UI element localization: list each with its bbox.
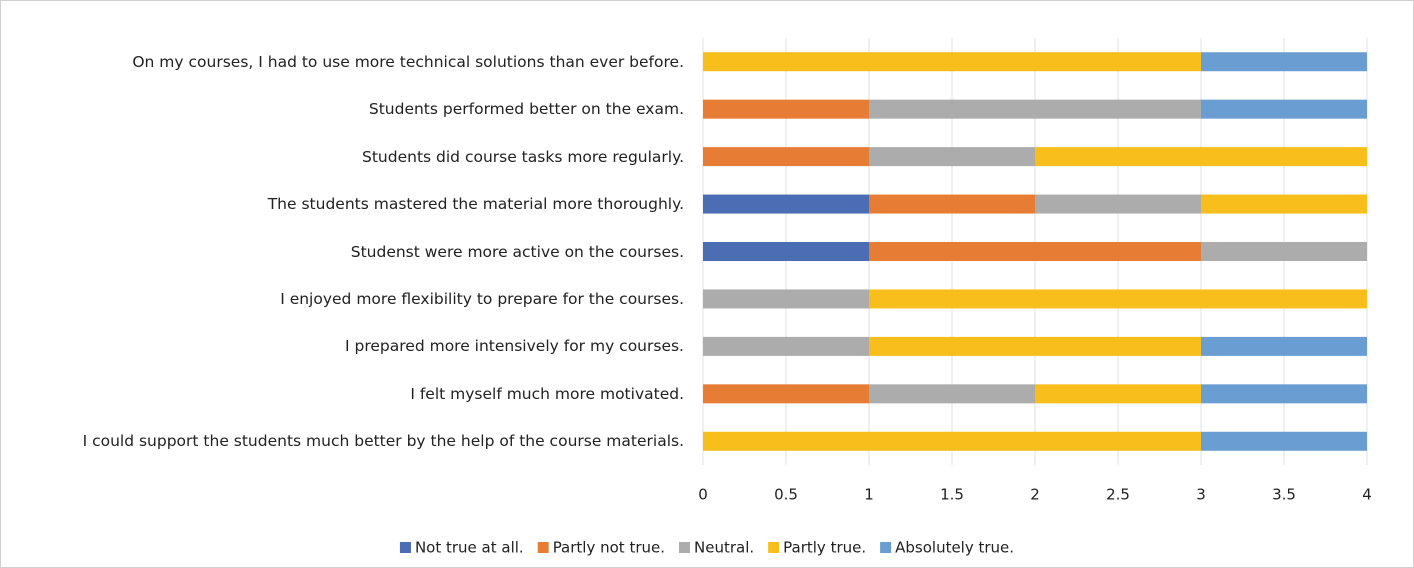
legend-label: Absolutely true. xyxy=(895,539,1014,557)
bar-segment xyxy=(1035,194,1201,214)
y-tick-label: I felt myself much more motivated. xyxy=(410,384,684,403)
legend-swatch xyxy=(537,542,549,553)
bar-segment xyxy=(1201,384,1367,404)
y-tick-label: I prepared more intensively for my cours… xyxy=(345,337,684,356)
x-tick-label: 1 xyxy=(864,486,874,504)
legend-label: Partly true. xyxy=(783,539,866,557)
legend-swatch xyxy=(399,542,411,553)
bar-segment xyxy=(703,194,869,214)
y-tick-label: Studenst were more active on the courses… xyxy=(350,242,684,261)
bar-segment xyxy=(1201,99,1367,119)
bar-segment xyxy=(703,431,1201,451)
bar-segment xyxy=(703,242,869,261)
x-tick-label: 2 xyxy=(1030,486,1040,504)
x-tick-label: 1.5 xyxy=(940,486,964,504)
bar-segment xyxy=(1201,431,1367,451)
y-tick-label: Students performed better on the exam. xyxy=(368,100,684,119)
legend-swatch xyxy=(880,542,892,553)
bar-segment xyxy=(703,336,869,356)
bar-segment xyxy=(869,384,1035,404)
bar-segment xyxy=(869,194,1035,214)
bar-segment xyxy=(703,384,869,404)
bar-segment xyxy=(703,289,869,309)
legend-swatch xyxy=(768,542,780,553)
y-tick-label: On my courses, I had to use more technic… xyxy=(132,52,684,71)
bar-segment xyxy=(1201,194,1367,214)
y-tick-label: Students did course tasks more regularly… xyxy=(362,147,684,166)
legend-label: Neutral. xyxy=(694,539,754,557)
bar-segment xyxy=(703,99,869,119)
bar-segment xyxy=(703,147,869,167)
x-tick-label: 3 xyxy=(1196,486,1206,504)
bar-segment xyxy=(1201,336,1367,356)
x-tick-label: 2.5 xyxy=(1106,486,1130,504)
legend-label: Not true at all. xyxy=(415,539,524,557)
bar-segment xyxy=(703,52,1201,72)
bar-segment xyxy=(869,289,1367,309)
y-tick-label: I enjoyed more flexibility to prepare fo… xyxy=(280,289,684,308)
x-tick-label: 4 xyxy=(1362,486,1372,504)
bar-segment xyxy=(869,242,1201,261)
x-tick-label: 0 xyxy=(698,486,708,504)
y-tick-label: The students mastered the material more … xyxy=(267,195,684,214)
bar-segment xyxy=(869,336,1201,356)
bar-segment xyxy=(1201,242,1367,261)
legend-swatch xyxy=(679,542,690,553)
legend-label: Partly not true. xyxy=(553,539,665,557)
bar-segment xyxy=(1035,147,1367,167)
y-tick-label: I could support the students much better… xyxy=(82,432,684,451)
x-tick-label: 3.5 xyxy=(1272,486,1296,504)
x-tick-label: 0.5 xyxy=(774,486,798,504)
bar-segment xyxy=(869,147,1035,167)
bar-segment xyxy=(1201,52,1367,72)
bar-segment xyxy=(1035,384,1201,404)
bar-segment xyxy=(869,99,1201,119)
